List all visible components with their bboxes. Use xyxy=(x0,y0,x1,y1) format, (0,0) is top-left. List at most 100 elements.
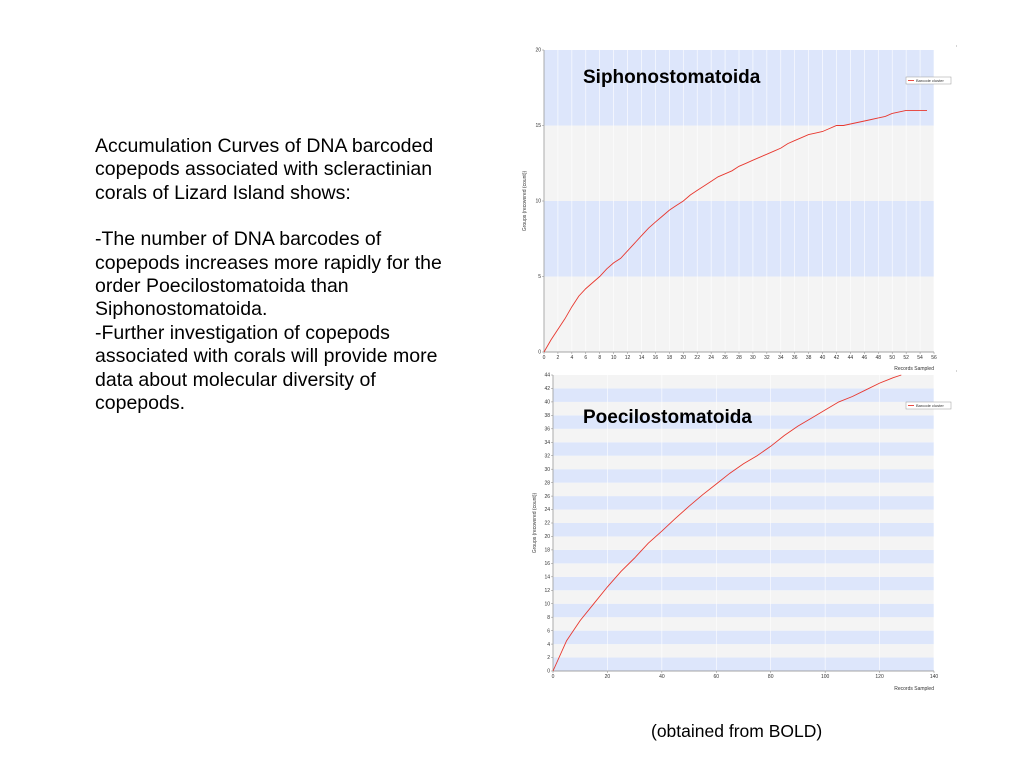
y-tick-label: 2 xyxy=(547,655,550,661)
y-tick-label: 18 xyxy=(544,548,550,554)
y-tick-label: 6 xyxy=(547,628,550,634)
y-tick-label: 10 xyxy=(544,601,550,607)
x-tick-label: 30 xyxy=(750,355,756,361)
x-tick-label: 2 xyxy=(557,355,560,361)
y-tick-label: 0 xyxy=(538,350,541,356)
point-2: -Further investigation of copepods assoc… xyxy=(95,321,438,415)
x-tick-label: 20 xyxy=(605,674,611,680)
y-axis-label: Groups (recovered (count)) xyxy=(532,493,538,554)
y-tick-label: 44 xyxy=(544,373,550,379)
grid-band xyxy=(553,644,934,658)
x-tick-label: 24 xyxy=(708,355,714,361)
grid-band xyxy=(553,549,934,564)
x-tick-label: 28 xyxy=(736,355,742,361)
grid-band xyxy=(553,536,934,550)
x-tick-label: 100 xyxy=(821,674,830,680)
grid-band xyxy=(553,428,934,443)
x-tick-label: 32 xyxy=(764,355,770,361)
point-1: -The number of DNA barcodes of copepods … xyxy=(95,228,442,321)
x-tick-label: 4 xyxy=(570,355,573,361)
x-tick-label: 16 xyxy=(653,355,659,361)
x-axis-label: Records Sampled xyxy=(894,366,934,372)
x-tick-label: 48 xyxy=(876,355,882,361)
y-tick-label: 14 xyxy=(544,575,550,581)
grid-band xyxy=(553,603,934,618)
chart-1-group: 0246810121416182022242628303234363840424… xyxy=(532,370,957,692)
x-tick-label: 44 xyxy=(848,355,854,361)
grid-band xyxy=(553,617,934,631)
x-tick-label: 56 xyxy=(931,355,937,361)
grid-band xyxy=(553,442,934,456)
x-tick-label: 54 xyxy=(917,355,923,361)
grid-band xyxy=(553,469,934,483)
grid-band xyxy=(553,523,934,537)
x-tick-label: 10 xyxy=(611,355,617,361)
x-tick-label: 12 xyxy=(625,355,631,361)
x-tick-label: 50 xyxy=(889,355,895,361)
x-axis-label: Records Sampled xyxy=(894,686,934,692)
grid-band xyxy=(553,455,934,470)
y-tick-label: 34 xyxy=(544,440,550,446)
grid-band xyxy=(553,415,934,429)
y-tick-label: 16 xyxy=(544,561,550,567)
x-tick-label: 40 xyxy=(820,355,826,361)
legend: Barcode cluster xyxy=(905,401,952,410)
legend-label: Barcode cluster xyxy=(916,403,944,408)
legend-box xyxy=(905,401,952,410)
y-tick-label: 24 xyxy=(544,507,550,513)
y-tick-label: 0 xyxy=(547,669,550,675)
y-tick-label: 12 xyxy=(544,588,550,594)
x-tick-label: 36 xyxy=(792,355,798,361)
grid-band xyxy=(553,375,934,389)
description-text: Accumulation Curves of DNA barcoded cope… xyxy=(95,135,455,415)
grid-band xyxy=(553,657,934,671)
x-tick-label: 14 xyxy=(639,355,645,361)
grid-band xyxy=(553,401,934,416)
y-tick-label: 32 xyxy=(544,453,550,459)
y-tick-label: 4 xyxy=(547,642,550,648)
y-tick-label: 38 xyxy=(544,413,550,419)
chart-title: Siphonostomatoida xyxy=(583,67,761,88)
grid-band xyxy=(553,563,934,577)
legend: Barcode cluster xyxy=(905,76,952,85)
y-tick-label: 42 xyxy=(544,386,550,392)
y-tick-label: 26 xyxy=(544,494,550,500)
x-tick-label: 42 xyxy=(834,355,840,361)
series-line xyxy=(552,374,902,672)
y-axis-label: Groups (recovered (count)) xyxy=(522,171,528,232)
y-tick-label: 20 xyxy=(544,534,550,540)
grid-band xyxy=(553,590,934,604)
x-tick-label: 6 xyxy=(584,355,587,361)
y-tick-label: 40 xyxy=(544,400,550,406)
y-tick-label: 10 xyxy=(535,199,541,205)
y-tick-label: 20 xyxy=(535,48,541,54)
x-tick-label: 120 xyxy=(875,674,884,680)
intro-paragraph: Accumulation Curves of DNA barcoded cope… xyxy=(95,135,434,204)
legend-label: Barcode cluster xyxy=(916,78,944,83)
grid-band xyxy=(553,509,934,523)
y-tick-label: 28 xyxy=(544,480,550,486)
y-tick-label: 22 xyxy=(544,521,550,527)
x-tick-label: 22 xyxy=(694,355,700,361)
grid-band xyxy=(553,630,934,645)
y-tick-label: 30 xyxy=(544,467,550,473)
x-tick-label: 140 xyxy=(930,674,939,680)
grid-band xyxy=(553,496,934,510)
x-tick-label: 26 xyxy=(722,355,728,361)
x-tick-label: 34 xyxy=(778,355,784,361)
x-tick-label: 8 xyxy=(598,355,601,361)
y-tick-label: 15 xyxy=(535,123,541,129)
y-tick-label: 8 xyxy=(547,615,550,621)
chart-title: Poecilostomatoida xyxy=(583,407,752,428)
y-tick-label: 36 xyxy=(544,427,550,433)
y-tick-label: 5 xyxy=(538,274,541,280)
x-tick-label: 18 xyxy=(667,355,673,361)
legend-box xyxy=(905,76,952,85)
x-tick-label: 80 xyxy=(768,674,774,680)
source-note: (obtained from BOLD) xyxy=(651,721,823,741)
x-tick-label: 20 xyxy=(681,355,687,361)
x-tick-label: 60 xyxy=(714,674,720,680)
x-tick-label: 40 xyxy=(659,674,665,680)
